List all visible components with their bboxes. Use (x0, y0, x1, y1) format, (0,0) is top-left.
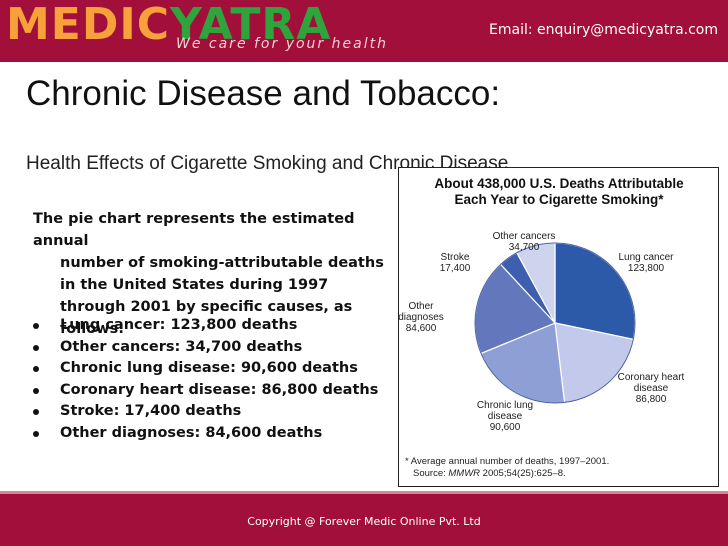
pie-outline (474, 242, 636, 404)
logo-area: MEDICYATRA We care for your health (0, 0, 456, 62)
medicyatra-logo[interactable]: MEDICYATRA (6, 0, 331, 50)
intro-continuation: number of smoking-attributable deaths in… (60, 255, 384, 337)
slice-label: Chronic lung disease 90,600 (477, 400, 533, 433)
pie-labels: Lung cancer 123,800 Coronary heart disease 8… (399, 231, 685, 433)
copyright-text: Copyright @ Forever Medic Online Pvt. Lt… (247, 515, 481, 528)
list-item: Stroke: 17,400 deaths (33, 401, 378, 423)
pie-slices (474, 242, 636, 404)
contact-email: Email: enquiry@medicyatra.com (489, 22, 718, 38)
list-item: Chronic lung disease: 90,600 deaths (33, 358, 378, 380)
cause-list: Lung cancer: 123,800 deaths Other cancer… (33, 315, 378, 444)
logo-text-yatra: YATRA (170, 0, 332, 50)
pie-chart-panel: About 438,000 U.S. Deaths Attributable E… (398, 167, 719, 487)
list-item: Other cancers: 34,700 deaths (33, 337, 378, 359)
chart-footnote: * Average annual number of deaths, 1997–… (405, 456, 609, 467)
slide-subtitle: Health Effects of Cigarette Smoking and … (26, 153, 509, 174)
list-item: Lung cancer: 123,800 deaths (33, 315, 378, 337)
footer-bar: Copyright @ Forever Medic Online Pvt. Lt… (0, 491, 728, 546)
source-journal: MMWR (448, 468, 480, 479)
slice-label: Lung cancer 123,800 (618, 252, 674, 274)
list-item: Coronary heart disease: 86,800 deaths (33, 380, 378, 402)
source-prefix: Source: (413, 468, 448, 479)
chart-source: Source: MMWR 2005;54(25):625–8. (413, 468, 566, 479)
list-item: Other diagnoses: 84,600 deaths (33, 423, 378, 445)
pie-chart: About 438,000 U.S. Deaths Attributable E… (399, 176, 685, 479)
chart-title-line-2: Each Year to Cigarette Smoking* (454, 192, 664, 207)
logo-text-medic: MEDIC (6, 0, 171, 50)
slice-label: Other cancers 34,700 (493, 231, 556, 253)
footer-divider (0, 491, 728, 494)
intro-first-line: The pie chart represents the estimated a… (33, 211, 355, 249)
slide-title: Chronic Disease and Tobacco: (26, 74, 501, 113)
source-suffix: 2005;54(25):625–8. (480, 468, 566, 479)
slice-label: Stroke 17,400 (440, 252, 471, 274)
slice-label: Other diagnoses 84,600 (399, 301, 444, 334)
logo-tagline: We care for your health (176, 36, 388, 52)
header-bar: MEDICYATRA We care for your health Email… (0, 0, 728, 62)
intro-paragraph: The pie chart represents the estimated a… (33, 208, 393, 340)
slice-label: Coronary heart disease 86,800 (618, 372, 685, 405)
chart-title-line-1: About 438,000 U.S. Deaths Attributable (434, 176, 684, 191)
